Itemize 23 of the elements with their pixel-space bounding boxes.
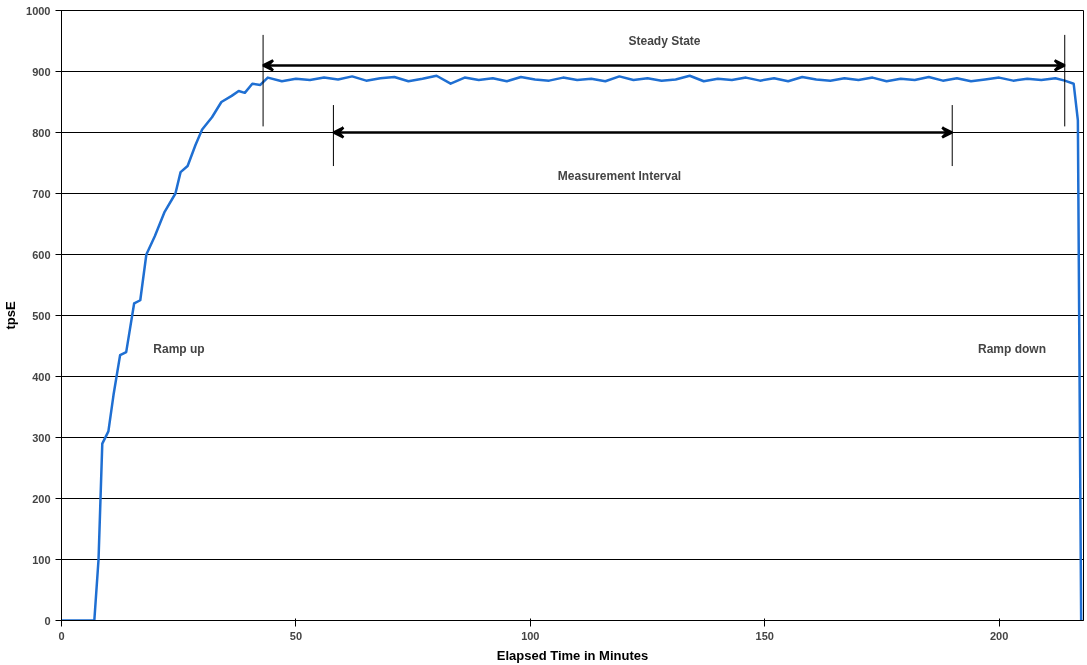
annotation: Steady State	[628, 34, 701, 48]
y-tick-label: 300	[32, 431, 51, 444]
x-tick-label: 50	[289, 629, 303, 642]
x-tick-label: 100	[521, 629, 540, 642]
x-tick-label: 150	[755, 629, 774, 642]
y-tick-label: 1000	[26, 4, 51, 17]
annotation: Ramp down	[977, 342, 1046, 357]
line-series	[61, 74, 1083, 621]
annotation: Measurement Interval	[557, 169, 682, 184]
y-tick-label: 0	[44, 614, 51, 627]
y-axis-title: tpsE	[3, 301, 19, 330]
y-tick-label: 100	[32, 553, 51, 566]
y-tick-label: 800	[32, 126, 51, 139]
x-tick-label: 200	[989, 629, 1009, 642]
y-tick-label: 500	[32, 309, 51, 322]
x-tick-label: 0	[58, 629, 65, 642]
annotation: Ramp up	[153, 342, 205, 357]
y-tick-label: 900	[32, 65, 51, 78]
y-tick-label: 200	[32, 492, 51, 505]
y-tick-label: 700	[32, 187, 51, 200]
y-tick-label: 400	[32, 370, 51, 383]
y-tick-label: 600	[32, 248, 51, 261]
x-axis-title: Elapsed Time in Minutes	[496, 647, 649, 663]
